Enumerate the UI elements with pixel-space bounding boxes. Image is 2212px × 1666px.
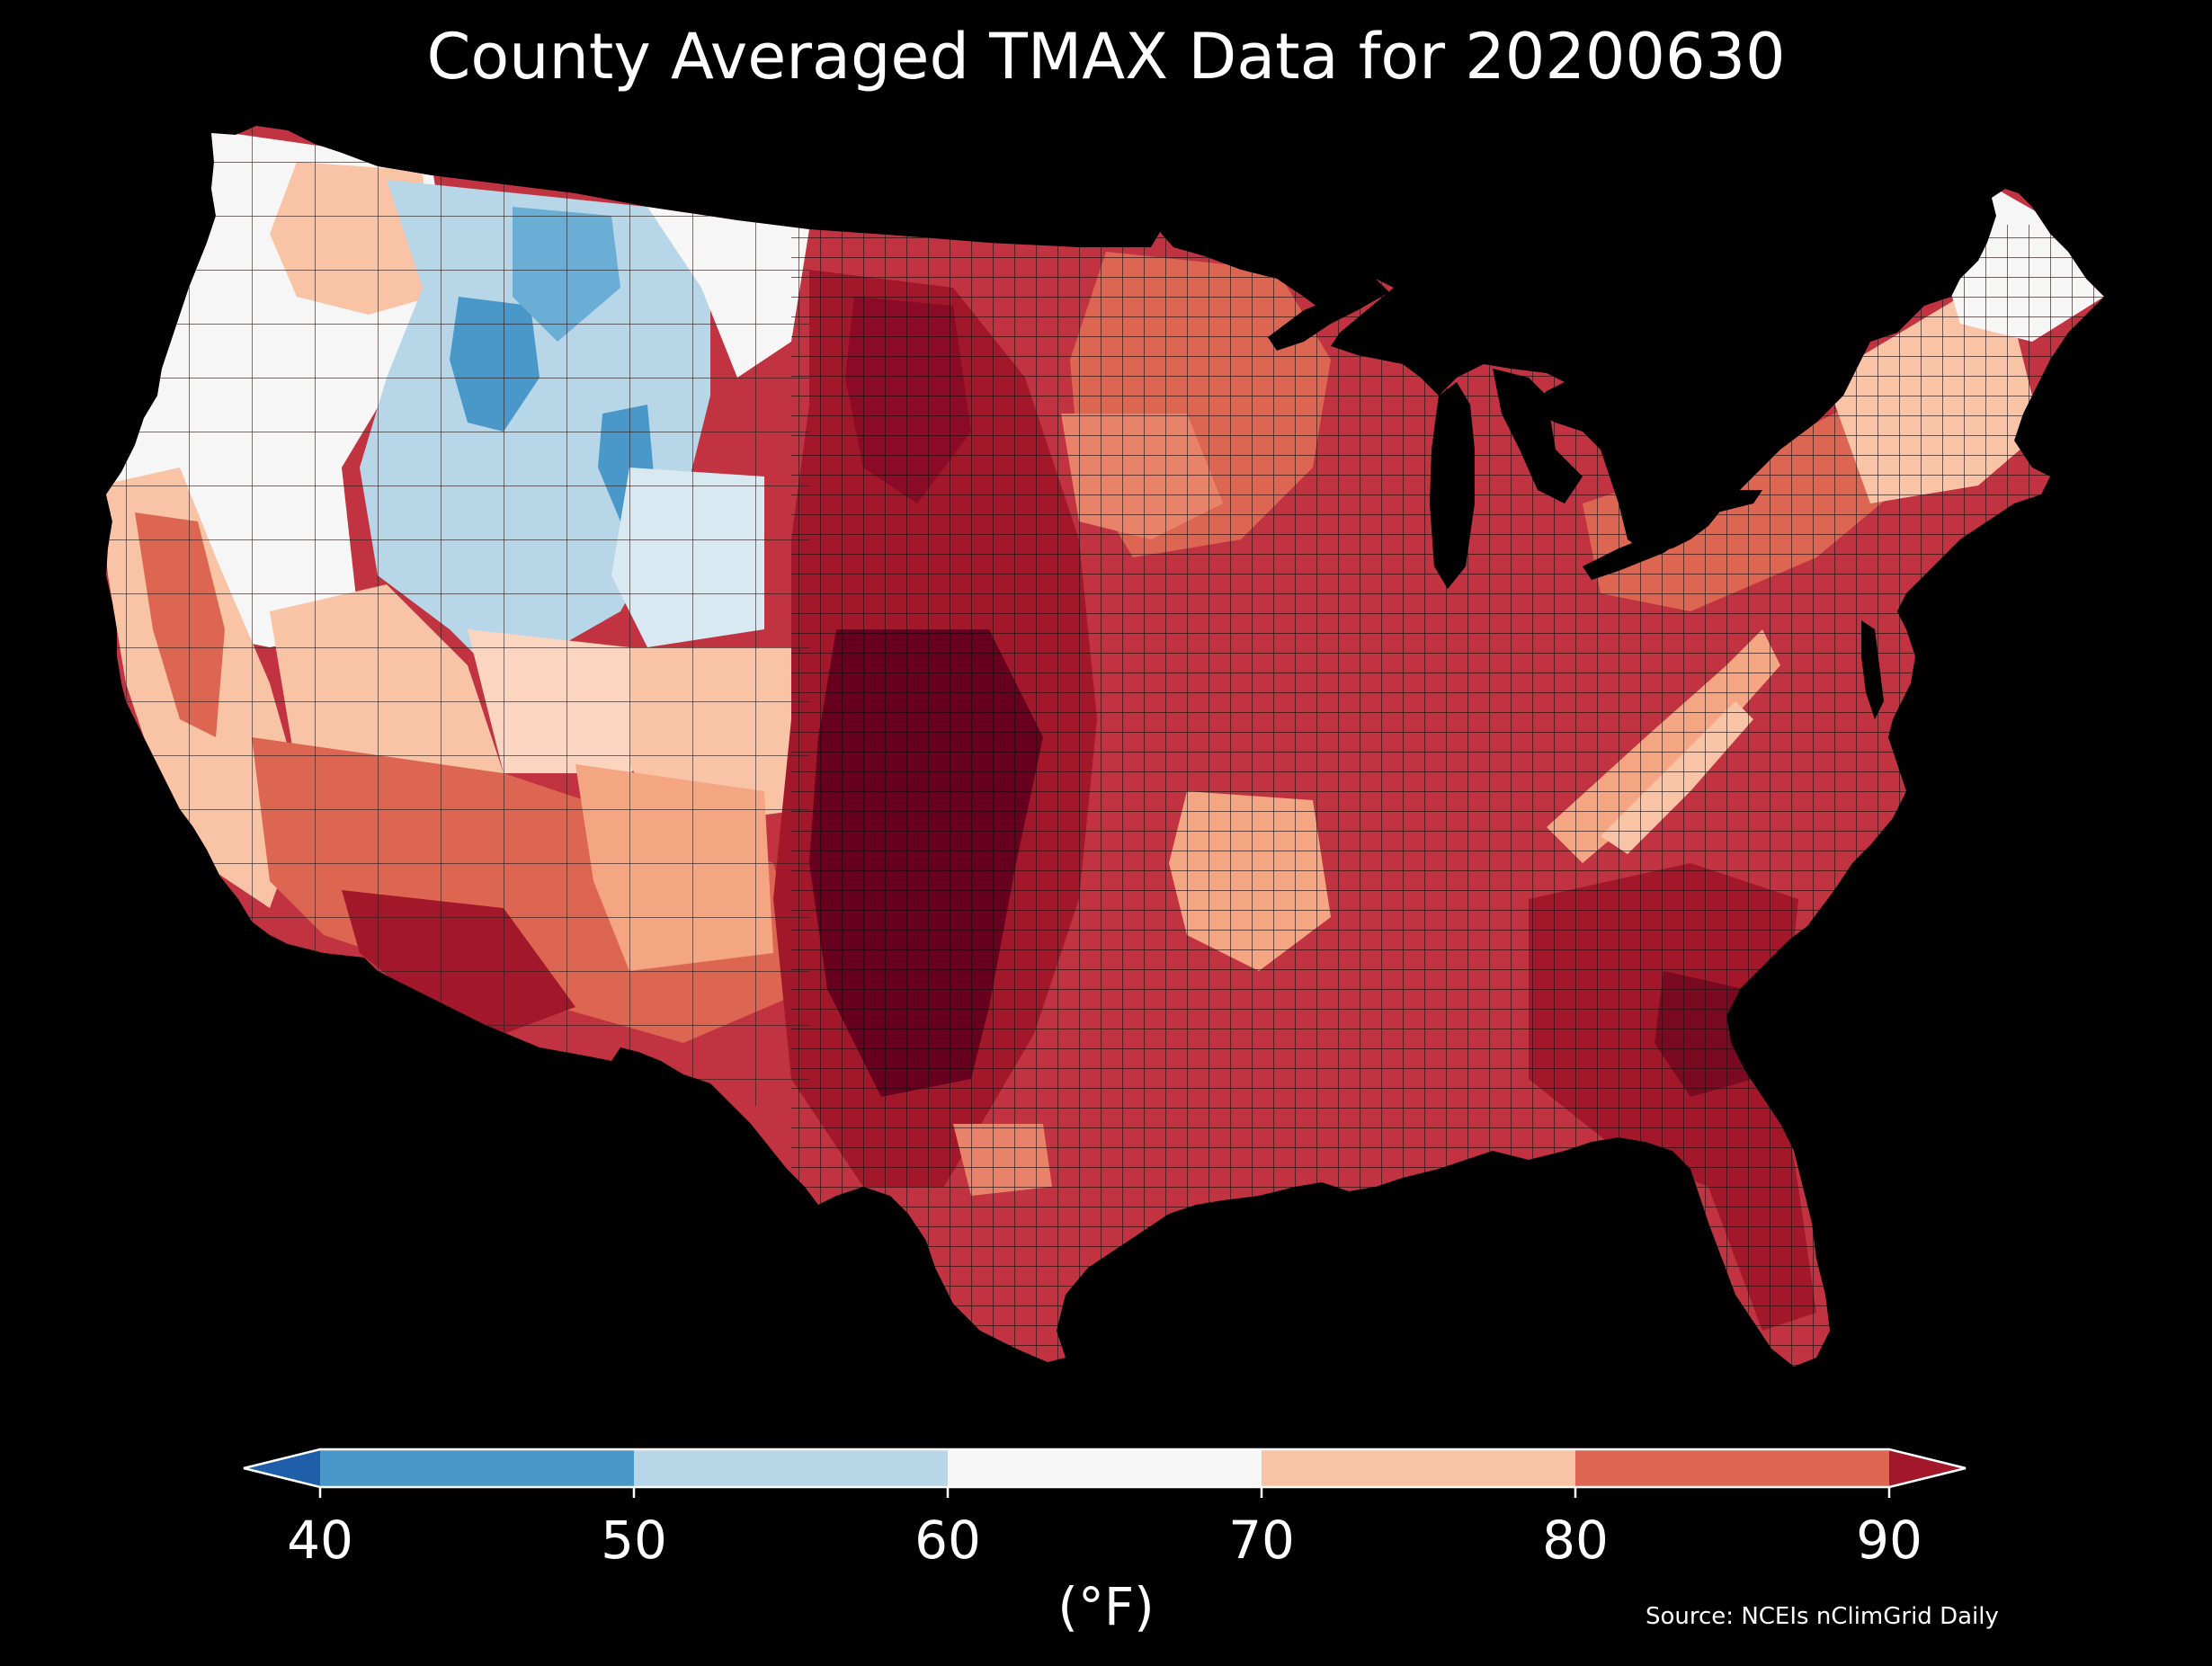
- colorbar-extend-high: [1889, 1449, 1966, 1487]
- colorbar-extend-low: [244, 1449, 320, 1487]
- lake-huron: [1493, 369, 1583, 503]
- colorbar-tick-70: 70: [1228, 1510, 1295, 1571]
- colorbar-tick-90: 90: [1856, 1510, 1922, 1571]
- colorbar-unit-label: (°F): [1057, 1576, 1155, 1637]
- colorbar-tick-80: 80: [1542, 1510, 1609, 1571]
- lake-superior: [1268, 279, 1389, 351]
- lake-erie: [1583, 530, 1690, 580]
- great-lakes: [1268, 279, 1762, 589]
- chesapeake-bay: [1861, 620, 1884, 719]
- lake-michigan: [1430, 382, 1475, 589]
- colorbar-tick-50: 50: [601, 1510, 667, 1571]
- colorbar-bin-50-60: [634, 1449, 948, 1487]
- colorbar-tick-40: 40: [287, 1510, 353, 1571]
- colorbar-bin-70-80: [1262, 1449, 1575, 1487]
- source-label: Source: NCEIs nClimGrid Daily: [1646, 1603, 1999, 1630]
- colorbar-bin-40-50: [320, 1449, 634, 1487]
- colorbar-tick-60: 60: [914, 1510, 981, 1571]
- map-title: County Averaged TMAX Data for 20200630: [426, 20, 1786, 94]
- colorbar-bin-60-70: [948, 1449, 1262, 1487]
- lake-ontario: [1690, 490, 1762, 512]
- colorbar-bin-80-90: [1575, 1449, 1889, 1487]
